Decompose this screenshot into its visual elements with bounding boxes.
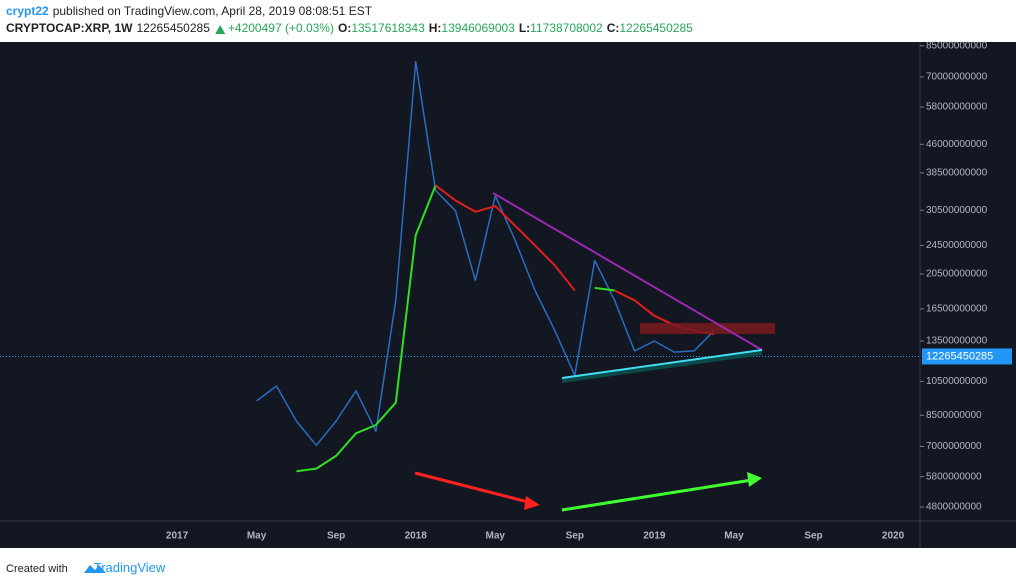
x-tick-label: Sep [566, 531, 584, 542]
low-label: L: [519, 21, 530, 35]
published: published on TradingView.com, April 28, … [53, 4, 373, 18]
y-tick-label: 46000000000 [926, 139, 988, 150]
footer-text: Created with [6, 563, 68, 575]
x-tick-label: 2018 [405, 531, 428, 542]
close: 12265450285 [619, 21, 693, 35]
author[interactable]: crypt22 [6, 4, 49, 18]
last-price-box [922, 348, 1012, 365]
x-tick-label: May [486, 531, 506, 542]
x-tick-label: May [247, 531, 267, 542]
symbol: CRYPTOCAP:XRP, 1W [6, 21, 133, 35]
open-label: O: [338, 21, 351, 35]
x-tick-label: Sep [327, 531, 345, 542]
header-line-1: crypt22 published on TradingView.com, Apr… [6, 4, 373, 18]
low: 11738708002 [530, 21, 603, 35]
y-tick-label: 8500000000 [926, 410, 982, 421]
y-tick-label: 20500000000 [926, 269, 988, 280]
arrow-head [747, 472, 762, 487]
x-tick-label: May [724, 531, 744, 542]
footer: Created with TradingView [6, 560, 166, 575]
x-tick-label: Sep [804, 531, 822, 542]
y-tick-label: 70000000000 [926, 72, 988, 83]
plot: 85000000000 70000000000 58000000000 4600000… [0, 40, 1012, 542]
chart-area [0, 42, 1016, 548]
close-label: C: [607, 21, 620, 35]
x-tick-label: 2019 [643, 531, 666, 542]
volume-down-arrow [414, 471, 533, 505]
open: 13517618343 [351, 21, 425, 35]
y-tick-label: 16500000000 [926, 303, 988, 314]
trend-line-shadow [561, 351, 763, 383]
high: 13946069003 [441, 21, 515, 35]
x-tick-label: 2020 [882, 531, 905, 542]
footer-brand[interactable]: TradingView [94, 560, 166, 575]
trend-line-upper [492, 192, 763, 351]
y-tick-label: 58000000000 [926, 102, 988, 113]
y-tick-label: 85000000000 [926, 40, 988, 51]
y-tick-label: 38500000000 [926, 167, 988, 178]
x-tick-label: 2017 [166, 531, 189, 542]
y-tick-label: 4800000000 [926, 502, 982, 513]
brand-logo [84, 565, 106, 573]
high-label: H: [429, 21, 442, 35]
arrow-head [524, 496, 540, 510]
volume-up-arrow [561, 478, 753, 512]
trend-line-lower [561, 349, 763, 379]
header-line-2: CRYPTOCAP:XRP, 1W 12265450285 +4200497 (+0… [6, 21, 693, 35]
y-tick-label: 10500000000 [926, 376, 988, 387]
y-tick-label: 24500000000 [926, 240, 988, 251]
price: 12265450285 [136, 21, 210, 35]
price-line [256, 60, 715, 447]
y-tick-label: 7000000000 [926, 441, 982, 452]
up-arrow-icon [215, 25, 226, 34]
resistance-zone [640, 323, 775, 334]
y-tick-label: 30500000000 [926, 205, 988, 216]
last-price-label: 12265450285 [926, 350, 993, 362]
price-line [296, 185, 615, 473]
change: +4200497 (+0.03%) [228, 21, 334, 35]
y-tick-label: 5800000000 [926, 471, 982, 482]
y-tick-label: 13500000000 [926, 336, 988, 347]
